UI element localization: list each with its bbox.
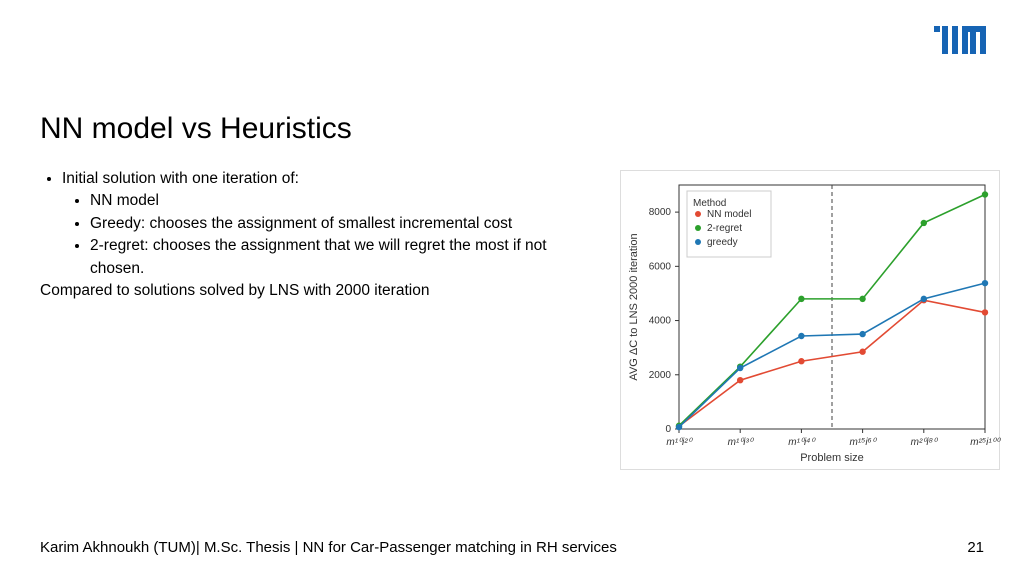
bullet-1: Initial solution with one iteration of: …	[62, 168, 600, 280]
svg-text:2000: 2000	[649, 370, 672, 381]
svg-text:m¹⁵i⁶⁰: m¹⁵i⁶⁰	[849, 437, 877, 448]
svg-text:greedy: greedy	[707, 237, 738, 248]
footer-text: Karim Akhnoukh (TUM)| M.Sc. Thesis | NN …	[40, 539, 617, 556]
bullet-1-text: Initial solution with one iteration of:	[62, 170, 299, 187]
svg-text:Problem size: Problem size	[800, 452, 864, 464]
svg-text:AVG ΔC to LNS 2000 iteration: AVG ΔC to LNS 2000 iteration	[628, 233, 640, 380]
svg-text:8000: 8000	[649, 207, 672, 218]
svg-text:4000: 4000	[649, 316, 672, 327]
bullet-1b: Greedy: chooses the assignment of smalle…	[90, 213, 600, 235]
svg-text:m¹⁰i⁴⁰: m¹⁰i⁴⁰	[788, 437, 816, 448]
svg-text:0: 0	[665, 424, 671, 435]
svg-text:Method: Method	[693, 198, 726, 209]
bullet-1c: 2-regret: chooses the assignment that we…	[90, 235, 600, 280]
slide-title: NN model vs Heuristics	[40, 112, 352, 146]
page-number: 21	[967, 539, 984, 556]
line-chart: 0 2000 4000 6000 8000 m¹⁰i²⁰ m¹⁰i³⁰ m¹⁰i⁴⁰ m¹⁵i⁶…	[621, 171, 1001, 471]
svg-text:m²⁰i⁸⁰: m²⁰i⁸⁰	[911, 437, 939, 448]
svg-text:6000: 6000	[649, 261, 672, 272]
svg-text:m²⁵i¹⁰⁰: m²⁵i¹⁰⁰	[970, 437, 1001, 448]
chart-container: 0 2000 4000 6000 8000 m¹⁰i²⁰ m¹⁰i³⁰ m¹⁰i⁴⁰ m¹⁵i⁶…	[620, 170, 1000, 470]
body-text: Initial solution with one iteration of: …	[40, 168, 600, 303]
tum-logo	[934, 26, 988, 59]
bullet-2: Compared to solutions solved by LNS with…	[40, 280, 600, 302]
svg-text:m¹⁰i³⁰: m¹⁰i³⁰	[728, 437, 755, 448]
bullet-1a: NN model	[90, 190, 600, 212]
svg-text:NN model: NN model	[707, 209, 751, 220]
svg-text:2-regret: 2-regret	[707, 223, 742, 234]
svg-text:m¹⁰i²⁰: m¹⁰i²⁰	[666, 437, 693, 448]
